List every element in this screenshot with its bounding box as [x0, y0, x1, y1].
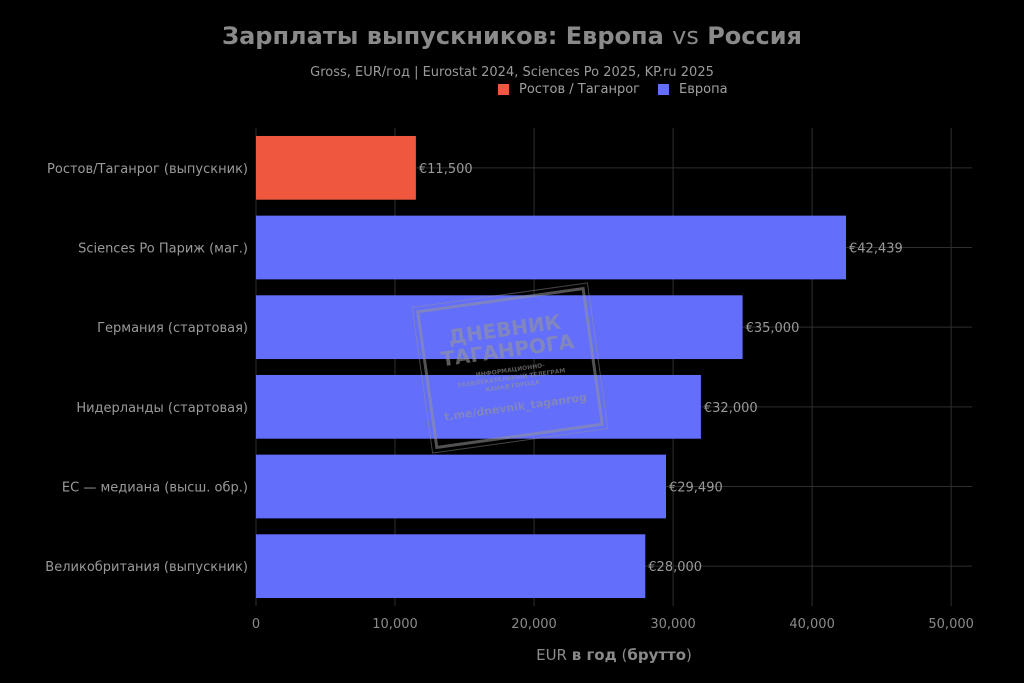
- bar: [256, 295, 743, 360]
- y-tick-label: ЕС — медиана (высш. обр.): [62, 481, 248, 496]
- bar: [256, 534, 646, 599]
- bar: [256, 454, 666, 519]
- x-tick-label: 50,000: [928, 617, 974, 632]
- legend-item-rostov[interactable]: Ростов / Таганрог: [498, 82, 640, 97]
- x-tick-label: 10,000: [372, 617, 418, 632]
- x-tick-label: 20,000: [511, 617, 557, 632]
- x-tick-label: 40,000: [789, 617, 835, 632]
- y-tick-labels: Ростов/Таганрог (выпускник) Sciences Po П…: [45, 162, 248, 575]
- y-tick-label: Sciences Po Париж (маг.): [78, 242, 248, 257]
- x-axis-label: EUR в год (брутто): [536, 646, 692, 664]
- bar: [256, 215, 847, 280]
- data-label: €32,000: [704, 401, 758, 416]
- x-tick-label: 30,000: [650, 617, 696, 632]
- data-labels: €11,500 €42,439 €35,000 €32,000 €29,490 €28,0…: [419, 162, 903, 575]
- bar: [256, 374, 701, 439]
- y-tick-label: Нидерланды (стартовая): [76, 401, 248, 416]
- bars: [256, 135, 847, 599]
- legend: Ростов / Таганрог Европа: [498, 82, 746, 97]
- title-text-end: Россия: [698, 22, 802, 50]
- data-label: €28,000: [648, 560, 702, 575]
- bar: [256, 135, 416, 200]
- data-label: €29,490: [669, 481, 723, 496]
- title-text: Зарплаты выпускников: Европа: [222, 22, 673, 50]
- chart-subtitle: Gross, EUR/год | Eurostat 2024, Sciences…: [310, 65, 714, 80]
- legend-label-europe: Европа: [679, 82, 728, 97]
- y-tick-label: Великобритания (выпускник): [45, 560, 248, 575]
- legend-swatch-rostov: [498, 84, 509, 95]
- data-label: €35,000: [746, 321, 800, 336]
- legend-label-rostov: Ростов / Таганрог: [519, 82, 641, 97]
- data-label: €42,439: [849, 242, 903, 257]
- x-tick-label: 0: [252, 617, 260, 632]
- y-tick-label: Германия (стартовая): [97, 321, 248, 336]
- y-tick-label: Ростов/Таганрог (выпускник): [47, 162, 248, 177]
- data-label: €11,500: [419, 162, 473, 177]
- watermark-stamp: ДНЕВНИК ТАГАНРОГА ИНФОРМАЦИОННО-РАЗВЛЕКА…: [411, 282, 609, 454]
- legend-item-europe[interactable]: Европа: [658, 82, 728, 97]
- chart-title: Зарплаты выпускников: Европа vs Россия: [0, 22, 1024, 50]
- legend-swatch-europe: [658, 84, 670, 95]
- x-tick-labels: 0 10,000 20,000 30,000 40,000 50,000: [252, 617, 974, 632]
- title-vs: vs: [672, 22, 699, 50]
